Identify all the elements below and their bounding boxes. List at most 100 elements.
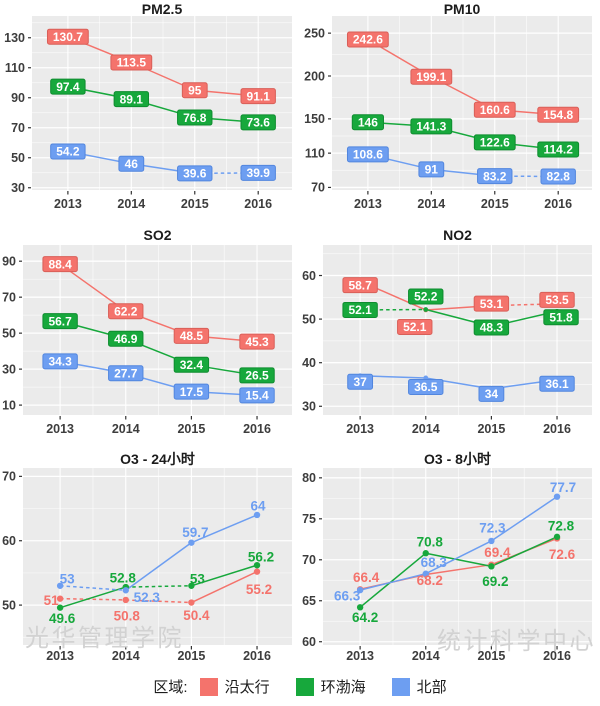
- y-tick-label: 65: [302, 594, 316, 608]
- data-point: [553, 533, 561, 541]
- x-tick-label: 2016: [543, 649, 571, 663]
- data-label-box: [540, 168, 576, 185]
- data-label: 27.7: [114, 366, 138, 380]
- data-label: 72.3: [479, 520, 506, 535]
- data-label: 15.4: [245, 389, 269, 403]
- legend-label: 北部: [416, 679, 447, 696]
- y-tick-label: 50: [11, 151, 25, 165]
- data-label: 37: [353, 375, 367, 389]
- legend-swatch-blue: [391, 677, 410, 696]
- series-line-blue: [359, 496, 558, 591]
- chart-panel-so2: SO2 10 30 50 70 90 2013 2014 2015 2016 88.4 62.2 48.…: [0, 222, 300, 445]
- data-label: 56.7: [48, 314, 72, 328]
- series-labels-green: 52.1 52.2 48.3 51.8: [342, 288, 579, 336]
- series-labels-red: 66.4 68.2 69.4 72.6: [353, 545, 576, 588]
- data-label-box: [473, 101, 516, 118]
- data-label: 50.8: [114, 608, 141, 623]
- data-point: [188, 539, 195, 546]
- data-label: 48.5: [180, 329, 204, 343]
- data-label-box: [239, 387, 275, 404]
- x-tick-label: 2014: [112, 422, 140, 436]
- x-tick-label: 2015: [481, 197, 509, 211]
- series-labels-blue: 53 52.3 59.7 64: [60, 498, 266, 604]
- data-label: 91: [425, 163, 439, 177]
- data-label-box: [410, 68, 453, 85]
- series-points-green: [356, 533, 561, 611]
- chart-svg-pm10: PM10 70 110 150 200 250 2013 2014 2015 2016 242.6 1…: [304, 1, 592, 211]
- legend-swatch-red: [199, 677, 218, 696]
- legend-item-green: 环渤海: [295, 676, 366, 697]
- series-labels-blue: 66.3 68.3 72.3 77.7: [334, 480, 576, 603]
- data-point: [188, 599, 195, 606]
- data-label-box: [173, 383, 210, 400]
- series-points-blue: [56, 511, 261, 594]
- y-tick-label: 30: [2, 362, 16, 376]
- y-tick-label: 250: [304, 26, 325, 40]
- series-labels-red: 88.4 62.2 48.5 45.3: [42, 256, 275, 350]
- data-point: [488, 563, 495, 570]
- data-label: 77.7: [550, 480, 576, 495]
- data-label-box: [173, 327, 210, 344]
- data-label-box: [42, 353, 78, 370]
- y-tick-label: 50: [2, 326, 16, 340]
- y-tick-label: 70: [2, 290, 16, 304]
- chart-title: PM2.5: [142, 1, 183, 17]
- y-tick-label: 70: [302, 553, 316, 567]
- gridlines: [23, 468, 292, 645]
- data-label: 52.1: [348, 303, 372, 317]
- chart-panel-pm10: PM10 70 110 150 200 250 2013 2014 2015 2016 242.6 1…: [300, 0, 600, 222]
- series-points-green: [56, 561, 261, 611]
- legend-items: 沿太行 环渤海 北部: [199, 676, 447, 697]
- y-tick-label: 80: [302, 471, 316, 485]
- data-label: 72.8: [548, 518, 575, 533]
- y-tick-label: 70: [2, 470, 16, 484]
- data-label: 95: [188, 83, 202, 97]
- data-point: [56, 604, 64, 611]
- data-label: 66.3: [334, 589, 361, 604]
- y-tick-label: 90: [11, 91, 25, 105]
- data-label: 34: [485, 387, 499, 401]
- series-line-green: [59, 564, 258, 609]
- data-label-box: [473, 295, 510, 312]
- data-label-box: [177, 165, 213, 182]
- y-tick-label: 90: [2, 254, 16, 268]
- data-point: [56, 582, 64, 589]
- data-label: 46: [125, 157, 139, 171]
- data-label: 114.2: [544, 143, 574, 157]
- data-point: [488, 537, 495, 545]
- data-label-box: [240, 88, 276, 105]
- data-label: 154.8: [543, 108, 573, 122]
- data-label-box: [477, 168, 513, 185]
- axes: 60 65 70 75 80 2013 2014 2015 2016: [302, 471, 571, 663]
- chart-svg-o3-8h: O3 - 8小时 60 65 70 75 80 2013 2014 2015 2016 66.4 68…: [302, 451, 592, 663]
- chart-panel-pm25: PM2.5 30 50 70 90 110 130 2013 2014 2015 2016 130.7…: [0, 0, 300, 222]
- data-label: 82.8: [547, 170, 571, 184]
- data-point: [56, 595, 64, 602]
- y-tick-label: 70: [11, 121, 25, 135]
- x-tick-label: 2015: [477, 422, 505, 436]
- data-label: 55.2: [246, 582, 272, 597]
- series-labels-red: 51 50.8 50.4 55.2: [44, 582, 273, 623]
- series-labels-blue: 54.2 46 39.6 39.9: [50, 143, 276, 182]
- series-line-blue: [60, 514, 258, 592]
- data-point: [356, 604, 364, 611]
- data-label: 122.6: [480, 136, 510, 150]
- x-tick-label: 2015: [177, 422, 205, 436]
- x-tick-label: 2016: [243, 649, 271, 663]
- data-label-box: [108, 330, 144, 347]
- x-tick-label: 2016: [243, 422, 271, 436]
- data-label-box: [342, 277, 378, 294]
- data-point: [188, 582, 195, 589]
- x-tick-label: 2016: [244, 197, 272, 211]
- data-label: 73.6: [247, 116, 271, 130]
- data-label: 52.1: [403, 320, 427, 334]
- x-tick-label: 2016: [544, 197, 572, 211]
- data-label-box: [473, 319, 510, 336]
- data-label-box: [108, 365, 144, 382]
- chart-title: O3 - 24小时: [120, 451, 195, 467]
- x-tick-label: 2016: [543, 422, 571, 436]
- series-labels-green: 56.7 46.9 32.4 26.5: [42, 313, 275, 384]
- data-label-box: [240, 164, 276, 181]
- y-tick-label: 60: [302, 269, 316, 283]
